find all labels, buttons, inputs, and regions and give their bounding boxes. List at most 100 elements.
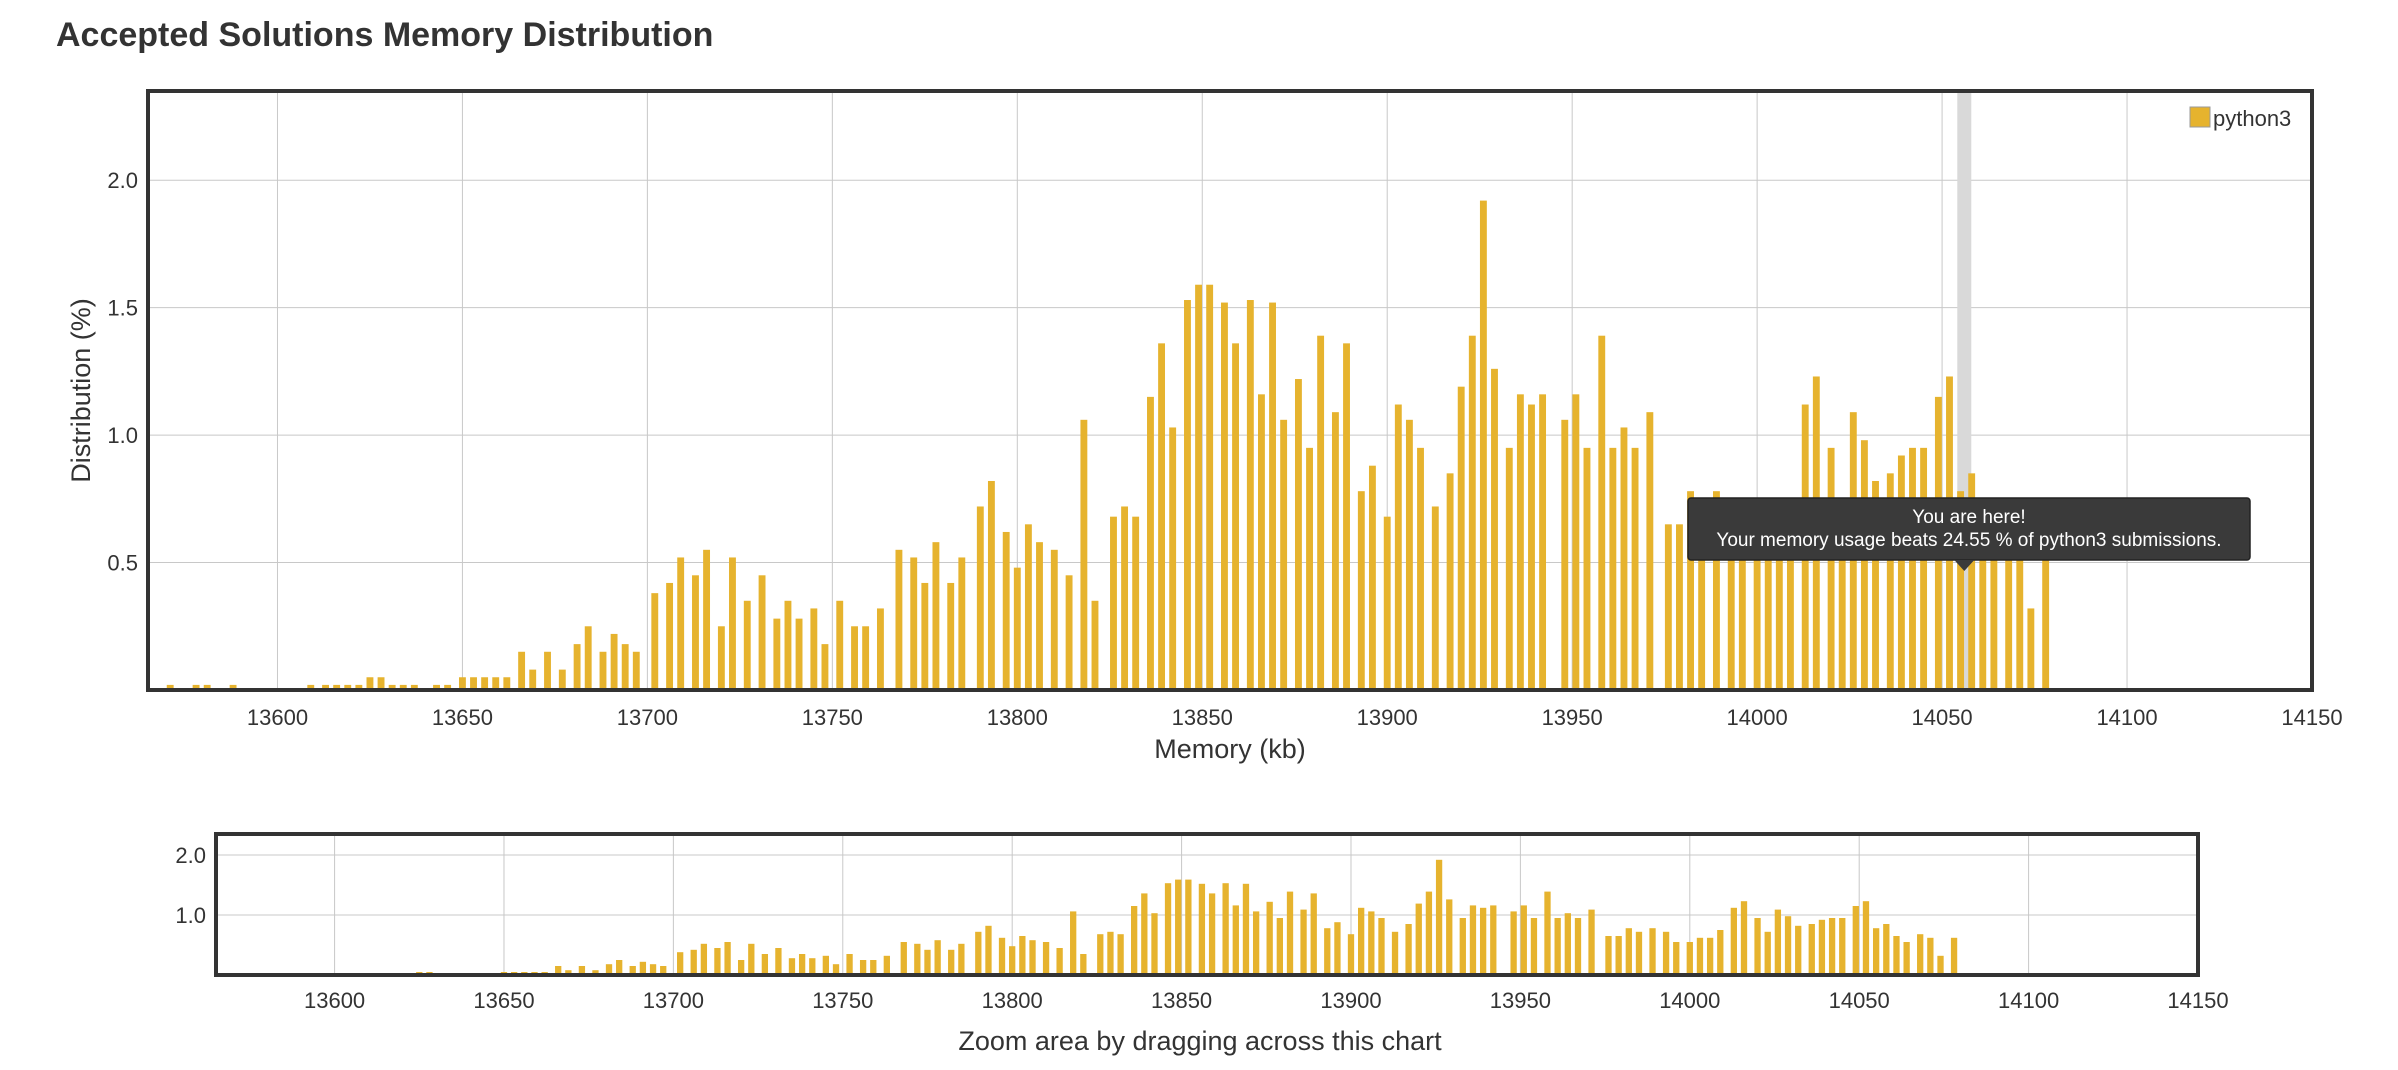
nav-bar-40[interactable] xyxy=(788,958,796,975)
bar-129[interactable] xyxy=(1909,447,1916,690)
nav-bar-21[interactable] xyxy=(555,966,562,975)
bar-19[interactable] xyxy=(492,677,500,690)
nav-bar-122[interactable] xyxy=(1754,918,1761,975)
nav-bar-76[interactable] xyxy=(1222,883,1229,975)
nav-bar-120[interactable] xyxy=(1730,907,1737,975)
nav-bar-95[interactable] xyxy=(1435,859,1443,975)
nav-bar-111[interactable] xyxy=(1625,928,1632,975)
nav-bar-137[interactable] xyxy=(1917,934,1924,975)
nav-bar-81[interactable] xyxy=(1276,918,1283,975)
nav-bar-29[interactable] xyxy=(649,964,657,975)
nav-bar-112[interactable] xyxy=(1635,931,1643,975)
nav-bar-116[interactable] xyxy=(1686,942,1693,975)
nav-bar-37[interactable] xyxy=(748,943,755,975)
bar-84[interactable] xyxy=(1343,343,1350,690)
bar-52[interactable] xyxy=(932,542,940,690)
nav-bar-50[interactable] xyxy=(914,943,921,975)
bar-73[interactable] xyxy=(1206,284,1214,690)
nav-bar-138[interactable] xyxy=(1927,937,1934,975)
bar-34[interactable] xyxy=(692,575,699,690)
bar-96[interactable] xyxy=(1491,368,1498,690)
bar-128[interactable] xyxy=(1897,455,1905,690)
bar-0[interactable] xyxy=(166,684,174,690)
nav-bar-41[interactable] xyxy=(798,954,806,975)
bar-137[interactable] xyxy=(2005,516,2013,690)
bar-39[interactable] xyxy=(758,575,766,690)
nav-bar-121[interactable] xyxy=(1740,901,1748,975)
nav-bar-133[interactable] xyxy=(1872,928,1880,975)
bar-5[interactable] xyxy=(322,684,329,690)
bar-23[interactable] xyxy=(544,651,551,690)
nav-bar-77[interactable] xyxy=(1232,905,1239,975)
nav-bar-139[interactable] xyxy=(1937,955,1944,975)
bar-54[interactable] xyxy=(958,557,966,690)
nav-bar-132[interactable] xyxy=(1862,901,1870,975)
bar-16[interactable] xyxy=(458,677,466,690)
nav-bar-48[interactable] xyxy=(883,955,890,975)
nav-bar-101[interactable] xyxy=(1510,911,1517,975)
bar-122[interactable] xyxy=(1827,447,1835,690)
bar-98[interactable] xyxy=(1516,394,1524,690)
bar-71[interactable] xyxy=(1184,300,1191,690)
bar-72[interactable] xyxy=(1195,284,1202,690)
nav-bar-102[interactable] xyxy=(1520,905,1527,975)
bar-37[interactable] xyxy=(729,557,736,690)
bar-47[interactable] xyxy=(862,626,870,690)
nav-bar-64[interactable] xyxy=(1080,954,1087,975)
bar-51[interactable] xyxy=(921,582,929,690)
bar-104[interactable] xyxy=(1598,335,1606,690)
bar-46[interactable] xyxy=(851,626,858,690)
bar-49[interactable] xyxy=(895,549,903,690)
nav-bar-26[interactable] xyxy=(616,960,623,975)
nav-bar-28[interactable] xyxy=(639,961,647,975)
bar-53[interactable] xyxy=(947,582,955,690)
nav-bar-54[interactable] xyxy=(958,943,965,975)
nav-bar-68[interactable] xyxy=(1131,906,1138,975)
nav-bar-46[interactable] xyxy=(859,960,867,975)
bar-68[interactable] xyxy=(1147,396,1154,690)
nav-bar-47[interactable] xyxy=(870,960,877,975)
bar-43[interactable] xyxy=(810,608,818,690)
bar-81[interactable] xyxy=(1306,447,1313,690)
nav-bar-104[interactable] xyxy=(1544,891,1551,975)
bar-82[interactable] xyxy=(1317,335,1325,690)
bar-139[interactable] xyxy=(2027,608,2035,690)
nav-bar-30[interactable] xyxy=(660,966,667,975)
bar-140[interactable] xyxy=(2042,531,2050,690)
nav-bar-113[interactable] xyxy=(1649,928,1656,975)
bar-136[interactable] xyxy=(1990,549,1998,690)
nav-bar-23[interactable] xyxy=(578,966,586,975)
bar-125[interactable] xyxy=(1860,440,1868,690)
bar-3[interactable] xyxy=(229,684,237,690)
nav-bar-109[interactable] xyxy=(1605,936,1612,975)
bar-8[interactable] xyxy=(355,684,363,690)
bar-86[interactable] xyxy=(1368,465,1376,690)
bar-20[interactable] xyxy=(503,677,511,690)
nav-bar-62[interactable] xyxy=(1056,948,1063,975)
bar-123[interactable] xyxy=(1838,506,1846,690)
nav-bar-108[interactable] xyxy=(1588,909,1595,975)
nav-bar-70[interactable] xyxy=(1151,913,1158,975)
nav-bar-87[interactable] xyxy=(1347,934,1355,975)
bar-10[interactable] xyxy=(377,677,385,690)
nav-bar-39[interactable] xyxy=(775,948,782,975)
nav-bar-78[interactable] xyxy=(1242,883,1250,975)
nav-bar-115[interactable] xyxy=(1673,942,1680,975)
nav-bar-34[interactable] xyxy=(714,948,721,975)
bar-32[interactable] xyxy=(666,582,674,690)
bar-50[interactable] xyxy=(910,557,918,690)
bar-134[interactable] xyxy=(1968,473,1976,690)
nav-bar-127[interactable] xyxy=(1808,924,1815,975)
bar-88[interactable] xyxy=(1394,404,1402,690)
nav-bar-75[interactable] xyxy=(1208,893,1216,975)
nav-bar-130[interactable] xyxy=(1839,918,1846,975)
nav-bar-73[interactable] xyxy=(1185,879,1192,975)
nav-bar-56[interactable] xyxy=(985,925,992,975)
nav-bar-110[interactable] xyxy=(1615,936,1622,975)
nav-bar-85[interactable] xyxy=(1324,928,1331,975)
nav-bar-35[interactable] xyxy=(724,942,731,975)
bar-117[interactable] xyxy=(1764,531,1772,690)
nav-bar-128[interactable] xyxy=(1818,919,1826,975)
bar-64[interactable] xyxy=(1091,600,1099,690)
bar-12[interactable] xyxy=(399,684,407,690)
